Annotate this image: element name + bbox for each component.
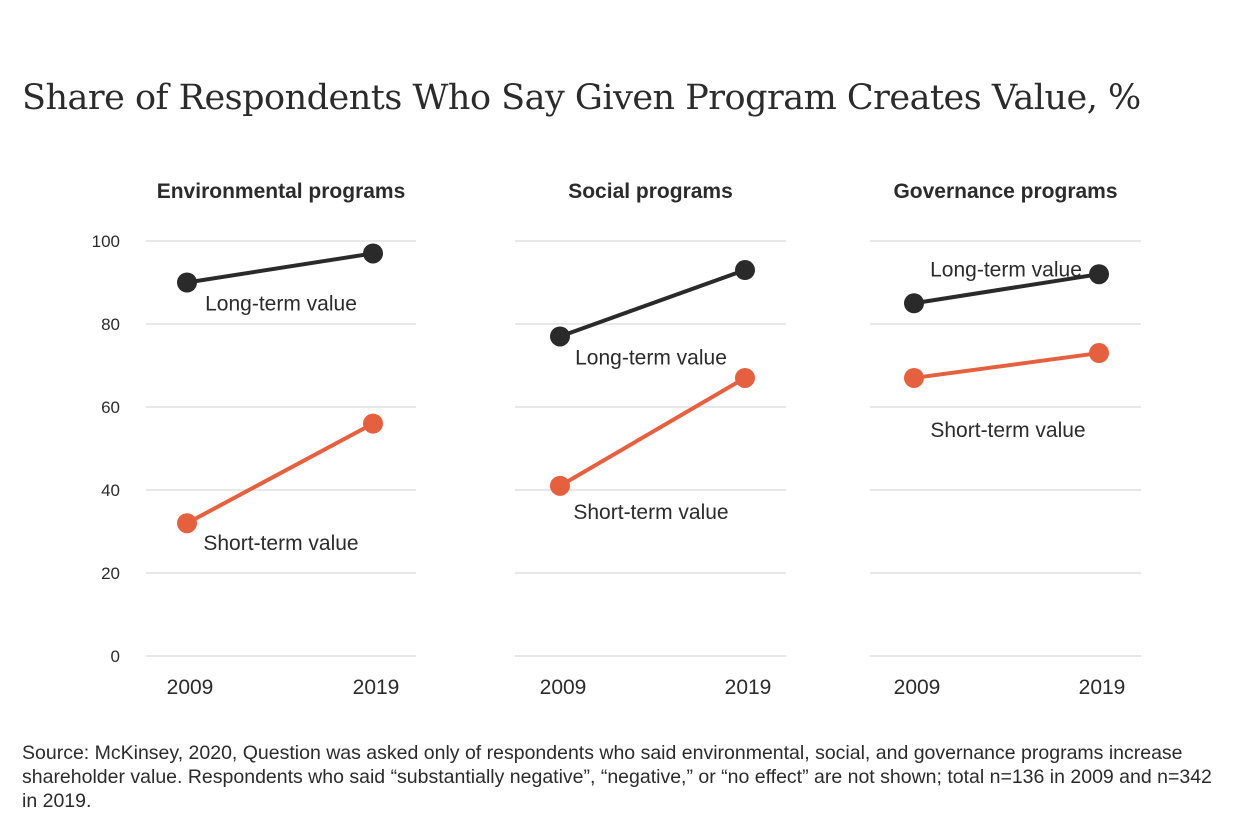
series-line (913, 272, 1100, 306)
x-tick-label: 2009 (894, 676, 941, 699)
data-point (550, 326, 570, 347)
series-line (558, 376, 747, 488)
y-tick-label: 20 (101, 564, 120, 583)
series-line (913, 351, 1100, 380)
data-point (177, 513, 197, 534)
x-tick-label: 2019 (1079, 676, 1126, 699)
y-tick-label: 40 (101, 481, 120, 500)
data-point (177, 272, 197, 293)
y-tick-label: 80 (101, 315, 120, 334)
x-tick-label: 2019 (353, 676, 400, 699)
data-point (904, 293, 924, 314)
data-point (363, 413, 383, 434)
data-point (1089, 343, 1109, 364)
y-tick-label: 100 (92, 232, 120, 251)
data-point (550, 475, 570, 496)
source-note: Source: McKinsey, 2020, Question was ask… (22, 742, 1212, 812)
panel-title: Environmental programs (157, 180, 406, 203)
y-tick-label: 60 (101, 398, 120, 417)
panel-title: Governance programs (893, 180, 1117, 203)
series-label: Long-term value (575, 346, 727, 369)
data-point (735, 367, 755, 388)
series-line (186, 251, 374, 285)
series-label: Long-term value (930, 258, 1082, 281)
series-label: Long-term value (205, 293, 357, 316)
series-line (186, 421, 374, 525)
x-tick-label: 2009 (540, 676, 587, 699)
series-label: Short-term value (930, 419, 1085, 442)
data-point (1089, 264, 1109, 285)
series-label: Short-term value (573, 501, 728, 524)
chart-title: Share of Respondents Who Say Given Progr… (22, 78, 1141, 118)
data-point (904, 367, 924, 388)
x-tick-label: 2019 (725, 676, 772, 699)
data-point (363, 243, 383, 264)
series-label: Short-term value (203, 532, 358, 555)
data-point (735, 260, 755, 281)
series-line (559, 268, 746, 339)
x-tick-label: 2009 (167, 676, 214, 699)
small-multiples-chart: Environmental programs 0 20 40 60 80 100 2009 20… (92, 180, 1141, 699)
panel-title: Social programs (568, 180, 733, 203)
y-tick-label: 0 (111, 647, 120, 666)
